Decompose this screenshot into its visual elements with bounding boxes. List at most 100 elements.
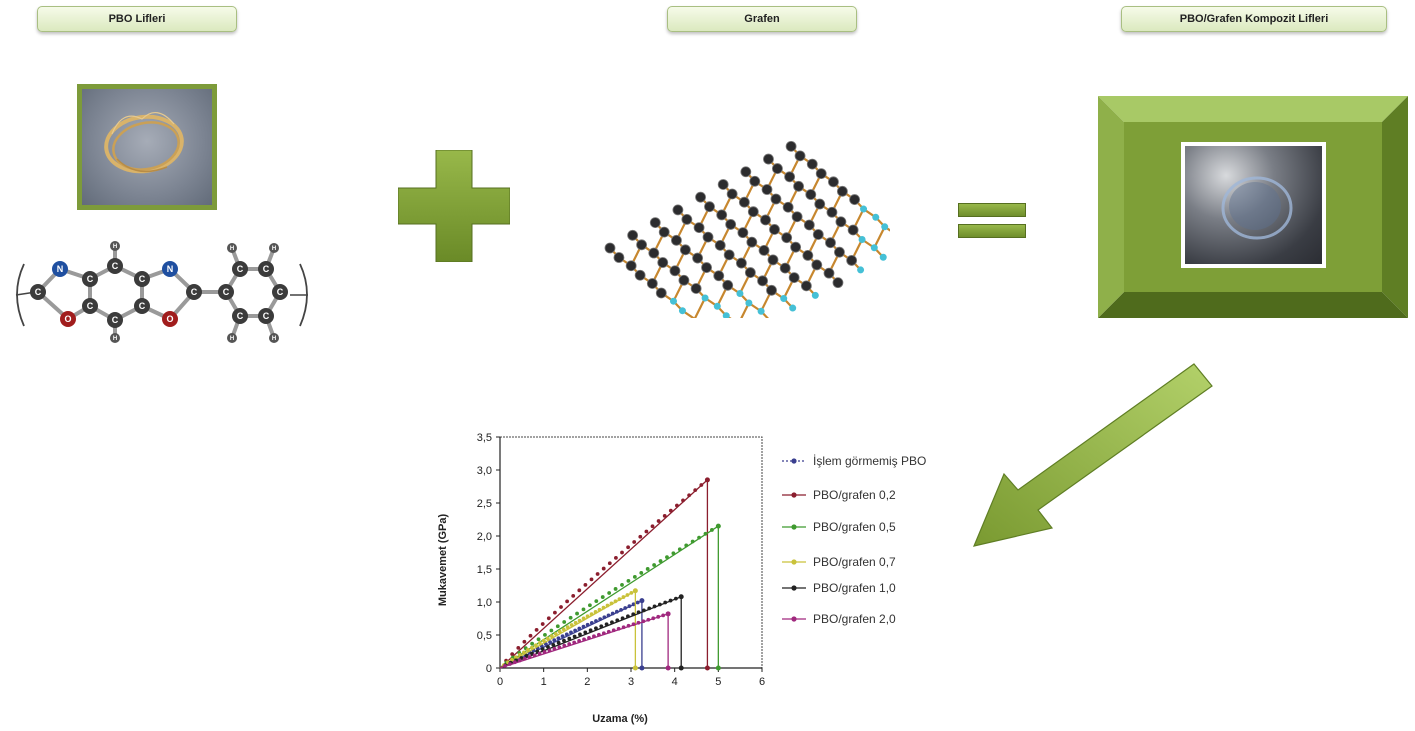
carbon-atom [669,265,681,277]
carbon-atom [784,171,796,183]
data-point [544,642,548,647]
legend-label: PBO/grafen 2,0 [813,612,896,626]
carbon-atom [815,168,827,179]
drop-point [639,665,645,671]
equals-icon-bottom-bar [958,224,1026,238]
drop-point [632,665,638,671]
atom-label-c12: C [277,287,284,297]
legend-label: PBO/grafen 1,0 [813,581,896,595]
data-point [647,606,652,611]
carbon-atom [769,224,780,235]
data-point [575,611,579,616]
data-point [687,493,692,498]
data-point [568,615,573,620]
data-point [521,650,526,655]
data-point [656,614,661,619]
carbon-atom [716,209,728,221]
data-point [537,651,542,656]
data-point [588,603,592,608]
carbon-atom [823,267,835,279]
data-point [595,572,600,576]
data-point [573,620,578,625]
data-point [517,658,522,663]
data-point [512,660,517,665]
carbon-atom [713,270,725,282]
carbon-atom [726,188,738,200]
data-point [632,540,637,544]
data-point [681,498,685,503]
data-point [601,605,606,610]
data-point [668,508,673,513]
hydrogen-atom [701,294,709,302]
data-point [583,582,588,587]
carbon-atom [704,201,715,213]
carbon-atom [793,180,804,192]
data-point [549,634,554,639]
carbon-atom [785,140,797,152]
break-point [639,598,645,604]
hydrogen-atom [722,312,730,318]
data-point [527,655,532,659]
data-point [615,618,620,623]
data-point [609,601,614,606]
carbon-atom [825,237,836,249]
pbo-fibers-title: PBO Lifleri [37,6,237,32]
data-point [665,555,669,560]
hydrogen-atom [678,307,686,315]
data-point [559,605,563,609]
data-point [614,555,618,560]
y-tick-label: 0,5 [477,630,492,642]
atom-label-h1: H [113,244,117,250]
data-point [616,626,621,631]
legend-swatch [782,616,806,622]
hydrogen-atom [860,205,868,213]
data-point [601,566,606,571]
y-tick-label: 3,5 [477,432,492,444]
legend-swatch [782,492,806,498]
data-point [626,545,631,550]
data-point [627,604,632,609]
x-axis-label: Uzama (%) [592,713,648,725]
atom-label-c1: C [35,287,42,297]
data-point [644,529,649,534]
data-point [642,608,646,613]
data-point [567,636,572,641]
composite-fiber-image [1221,176,1293,240]
data-point [593,610,598,614]
atom-label-h6: H [272,336,276,342]
data-point [646,617,651,622]
data-point [697,535,701,540]
carbon-atom [846,255,858,266]
carbon-atom [690,283,702,294]
data-point [606,613,611,618]
data-point [602,615,607,620]
carbon-atom [671,234,682,246]
y-tick-label: 1,5 [477,564,492,576]
atom-label-h2: H [113,336,117,342]
carbon-atom [761,184,773,195]
carbon-atom [767,254,779,266]
atom-label-o1: O [64,314,71,324]
legend-item: PBO/grafen 2,0 [781,610,896,628]
data-point [583,630,588,635]
atom-label-n2: N [167,264,174,274]
carbon-atom [832,277,844,289]
legend-label: PBO/grafen 0,2 [813,488,896,502]
atom-label-c10: C [237,264,244,274]
data-point [557,645,562,650]
legend-item: İşlem görmemiş PBO [781,452,926,470]
break-point [665,611,671,617]
data-point [594,599,599,604]
atom-label-c3: C [87,301,94,311]
data-point [639,571,644,575]
data-point [536,637,541,642]
hydrogen-atom [669,297,677,305]
data-point [596,632,601,637]
data-point [567,642,572,646]
data-point [543,632,547,637]
carbon-atom [744,267,756,278]
data-point [631,622,636,627]
legend-label: İşlem görmemiş PBO [813,454,927,468]
data-point [552,646,557,651]
data-point [546,645,550,649]
